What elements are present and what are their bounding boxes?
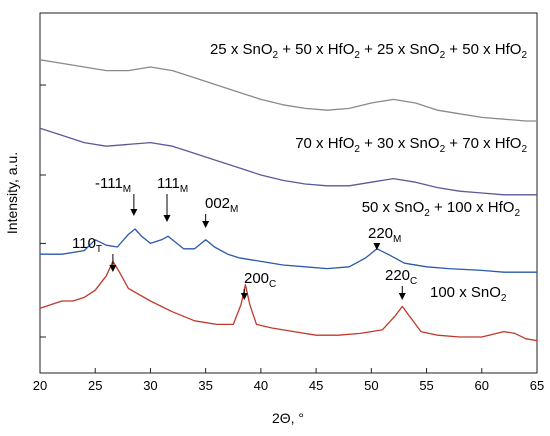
- peak-arrow-head: [373, 243, 381, 250]
- label-text: 100 x SnO: [430, 284, 501, 301]
- label-subscript: 2: [514, 208, 520, 219]
- x-tick-label: 65: [530, 378, 544, 393]
- peak-phase: M: [393, 234, 401, 245]
- series-label-1: 70 x HfO2 + 30 x SnO2 + 70 x HfO2: [295, 135, 527, 155]
- peak-arrow-head: [240, 293, 248, 300]
- x-ticks: 20 25 30 35 40 45 50 55 60 65: [33, 368, 544, 393]
- series-line-2: [40, 228, 537, 273]
- x-tick-label: 45: [309, 378, 323, 393]
- peak-index: 220: [368, 225, 393, 242]
- label-text: + 50 x HfO: [445, 41, 521, 58]
- y-ticks: [40, 84, 46, 338]
- peak-arrow-head: [202, 221, 210, 228]
- peak-index: -111: [95, 175, 123, 192]
- peak-annotation-4: 200C: [240, 270, 276, 300]
- label-subscript: 2: [424, 208, 430, 219]
- x-tick-label: 30: [143, 378, 157, 393]
- peak-annotation-2: 111M: [157, 175, 188, 222]
- label-text: + 30 x SnO: [360, 135, 440, 152]
- series-label-2: 50 x SnO2 + 100 x HfO2: [362, 199, 521, 219]
- label-text: 70 x HfO: [295, 135, 354, 152]
- series-line-3: [39, 260, 538, 342]
- label-text: + 100 x HfO: [430, 199, 515, 216]
- peak-phase: C: [269, 279, 276, 290]
- x-tick-label: 50: [364, 378, 378, 393]
- peak-index: 220: [385, 267, 410, 284]
- x-tick-label: 40: [254, 378, 268, 393]
- x-axis-title: 2Θ, °: [272, 410, 304, 426]
- x-tick-label: 35: [198, 378, 212, 393]
- peak-annotation-5: 220M: [368, 225, 401, 250]
- peak-label: 002M: [205, 195, 238, 215]
- peak-annotation-3: 002M: [202, 195, 238, 228]
- peak-annotation-1: -111M: [95, 175, 138, 216]
- series-label-0: 25 x SnO2 + 50 x HfO2 + 25 x SnO2 + 50 x…: [210, 41, 527, 61]
- series-labels: 25 x SnO2 + 50 x HfO2 + 25 x SnO2 + 50 x…: [210, 41, 527, 304]
- series-label-3: 100 x SnO2: [430, 284, 507, 304]
- peak-index: 002: [205, 195, 230, 212]
- peak-phase: M: [230, 204, 238, 215]
- label-subscript: 2: [521, 144, 527, 155]
- x-tick-label: 25: [88, 378, 102, 393]
- x-tick-label: 60: [475, 378, 489, 393]
- label-subscript: 2: [501, 293, 507, 304]
- series-group: [39, 59, 538, 342]
- peak-label: 200C: [244, 270, 276, 290]
- peak-arrow-head: [398, 293, 406, 300]
- label-text: + 70 x HfO: [445, 135, 521, 152]
- peak-annotation-0: 110T: [72, 235, 117, 272]
- peak-index: 200: [244, 270, 269, 287]
- y-axis-title: Intensity, a.u.: [4, 152, 20, 234]
- label-text: + 50 x HfO: [278, 41, 354, 58]
- peak-arrow-head: [163, 215, 171, 222]
- peak-phase: T: [96, 244, 102, 255]
- series-line-0: [39, 59, 537, 122]
- peak-index: 111: [157, 175, 180, 192]
- x-tick-label: 55: [419, 378, 433, 393]
- label-subscript: 2: [273, 50, 279, 61]
- peak-label: 220M: [368, 225, 401, 245]
- label-subscript: 2: [354, 50, 360, 61]
- peak-index: 110: [72, 235, 96, 252]
- peak-label: 111M: [157, 175, 188, 195]
- label-subscript: 2: [440, 50, 446, 61]
- label-text: + 25 x SnO: [360, 41, 440, 58]
- label-subscript: 2: [521, 50, 527, 61]
- peak-label: 110T: [72, 235, 102, 255]
- peak-arrow-head: [109, 265, 117, 272]
- peak-phase: M: [180, 184, 188, 195]
- label-subscript: 2: [440, 144, 446, 155]
- series-line-1: [39, 127, 537, 196]
- plot-frame: [39, 12, 538, 374]
- peak-arrow-head: [130, 209, 138, 216]
- peak-phase: C: [410, 276, 417, 287]
- x-tick-label: 20: [33, 378, 47, 393]
- label-subscript: 2: [354, 144, 360, 155]
- label-text: 50 x SnO: [362, 199, 425, 216]
- peak-phase: M: [123, 184, 131, 195]
- label-text: 25 x SnO: [210, 41, 273, 58]
- peak-annotation-6: 220C: [385, 267, 417, 300]
- peak-label: -111M: [95, 175, 131, 195]
- peak-label: 220C: [385, 267, 417, 287]
